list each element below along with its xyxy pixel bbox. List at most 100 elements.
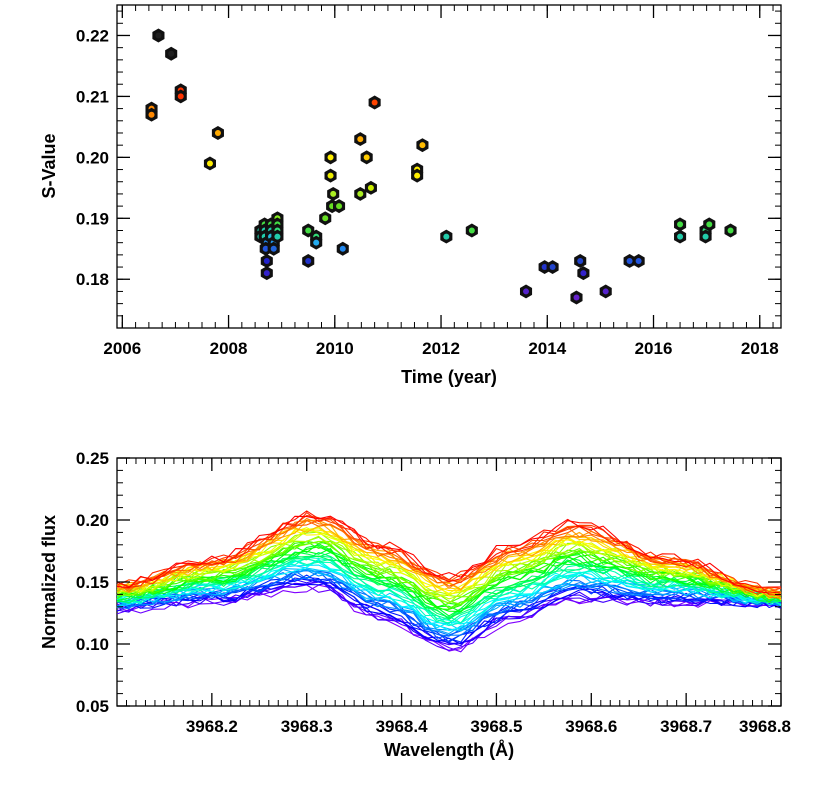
data-point — [674, 229, 687, 244]
y-tick-label: 0.15 — [76, 573, 109, 592]
flux-series — [116, 551, 782, 618]
s-value-minor-ticks — [117, 5, 781, 329]
flux-series — [116, 510, 782, 588]
x-tick-label: 3968.6 — [565, 717, 617, 736]
x-tick-label: 3968.3 — [281, 717, 333, 736]
data-point — [354, 132, 367, 147]
data-point-center — [168, 50, 175, 57]
data-point-center — [580, 270, 587, 277]
flux-series — [116, 543, 782, 612]
data-point — [165, 46, 178, 61]
data-point-center — [214, 129, 221, 136]
data-point-center — [313, 239, 320, 246]
data-point-center — [414, 172, 421, 179]
data-point-center — [602, 288, 609, 295]
data-point — [724, 223, 737, 238]
data-point — [260, 253, 273, 268]
data-point-center — [371, 99, 378, 106]
data-point — [324, 168, 337, 183]
data-point-center — [727, 227, 734, 234]
data-point-center — [270, 245, 277, 252]
x-tick-label: 3968.5 — [470, 717, 522, 736]
data-point — [574, 253, 587, 268]
data-point — [411, 168, 424, 183]
data-point — [368, 95, 381, 110]
data-point-center — [363, 154, 370, 161]
data-point-center — [262, 245, 269, 252]
data-point-center — [419, 142, 426, 149]
s-value-plot-frame — [116, 4, 782, 329]
data-point-center — [635, 257, 642, 264]
flux-series — [116, 515, 782, 594]
flux-series — [116, 527, 782, 600]
data-point-center — [263, 257, 270, 264]
data-point-center — [336, 203, 343, 210]
data-point — [546, 260, 559, 275]
flux-series — [116, 584, 782, 653]
flux-series — [116, 558, 782, 624]
flux-series — [116, 512, 782, 596]
s-value-chart: 2006 2008 2010 2012 2014 2016 2018 0.18 0.19 0.20… — [39, 4, 782, 387]
flux-series — [116, 541, 782, 610]
data-point — [519, 284, 533, 299]
data-point — [354, 186, 367, 201]
data-point-center — [523, 288, 530, 295]
flux-major-ticks: 3968.2 3968.3 3968.4 3968.5 3968.6 3968.7 3968… — [76, 449, 791, 736]
flux-series — [116, 573, 782, 643]
data-point-center — [577, 257, 584, 264]
flux-lines — [116, 510, 782, 653]
x-tick-label: 2012 — [422, 339, 460, 358]
y-tick-label: 0.05 — [76, 697, 109, 716]
data-point — [336, 241, 349, 256]
data-point — [703, 217, 716, 232]
data-point-center — [549, 264, 556, 271]
x-tick-label: 2010 — [316, 339, 354, 358]
data-point-center — [541, 264, 548, 271]
flux-series — [116, 580, 782, 651]
flux-series — [116, 568, 782, 635]
data-point — [319, 211, 332, 226]
data-point-center — [177, 93, 184, 100]
s-value-points — [145, 28, 737, 305]
data-point — [465, 223, 478, 238]
data-point — [570, 290, 583, 305]
data-point-center — [706, 221, 713, 228]
y-axis-title-normalized-flux: Normalized flux — [39, 515, 59, 649]
data-point-center — [443, 233, 450, 240]
data-point-center — [702, 233, 709, 240]
data-point-center — [626, 257, 633, 264]
data-point — [416, 138, 429, 153]
flux-minor-ticks — [116, 457, 782, 707]
data-point — [632, 253, 645, 268]
x-tick-label: 2006 — [103, 339, 141, 358]
flux-chart: 3968.2 3968.3 3968.4 3968.5 3968.6 3968.7 3968… — [39, 449, 791, 760]
y-axis-title-s-value: S-Value — [39, 133, 59, 198]
data-point — [310, 235, 323, 250]
data-point-center — [263, 270, 270, 277]
x-tick-label: 2008 — [210, 339, 248, 358]
flux-series — [116, 517, 782, 599]
data-point — [302, 253, 315, 268]
flux-series — [116, 576, 782, 642]
y-tick-label: 0.20 — [76, 511, 109, 530]
data-point-center — [330, 190, 337, 197]
data-point — [577, 266, 590, 281]
data-point-center — [155, 32, 162, 39]
y-tick-label: 0.20 — [76, 148, 109, 167]
data-point — [174, 89, 187, 104]
x-tick-label: 2018 — [741, 339, 779, 358]
y-tick-label: 0.18 — [76, 270, 109, 289]
data-point-center — [677, 233, 684, 240]
x-tick-label: 3968.2 — [186, 717, 238, 736]
data-point-center — [322, 215, 329, 222]
y-tick-label: 0.22 — [76, 26, 109, 45]
data-point-center — [677, 221, 684, 228]
x-tick-label: 3968.8 — [739, 717, 791, 736]
data-point-center — [327, 154, 334, 161]
data-point-center — [274, 233, 281, 240]
s-value-major-ticks: 2006 2008 2010 2012 2014 2016 2018 0.18 0.19 0.20… — [76, 5, 781, 358]
data-point — [152, 28, 165, 43]
data-point-center — [305, 257, 312, 264]
data-point — [267, 241, 280, 256]
